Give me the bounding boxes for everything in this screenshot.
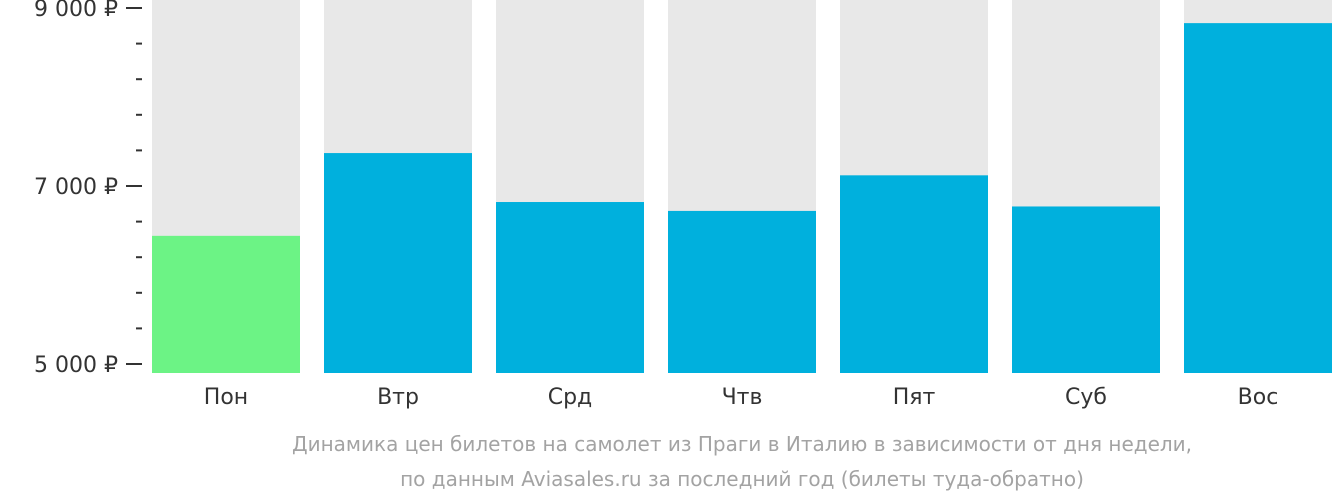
bar [1012,206,1160,373]
chart-caption-line-1: Динамика цен билетов на самолет из Праги… [291,432,1193,456]
x-category-label: Пон [204,385,248,410]
y-tick-label: 5 000 ₽ [34,353,118,378]
bar [496,202,644,373]
x-category-label: Срд [548,385,593,410]
y-tick-label: 9 000 ₽ [34,0,118,22]
bar [840,175,988,373]
x-category-label: Вос [1238,385,1279,410]
chart-caption-line-2: по данным Aviasales.ru за последний год … [400,467,1084,491]
bar [668,210,816,373]
bar-cheapest [152,235,300,373]
x-category-label: Суб [1065,385,1107,410]
bar [1184,23,1332,373]
bar [324,153,472,373]
x-category-label: Пят [893,385,936,410]
price-by-weekday-chart: 9 000 ₽ 7 000 ₽ 5 000 ₽ Пон Втр Срд Чтв Пят Суб В… [34,0,1332,410]
x-category-label: Втр [377,385,419,410]
y-tick-label: 7 000 ₽ [34,175,118,200]
x-category-label: Чтв [722,385,763,410]
